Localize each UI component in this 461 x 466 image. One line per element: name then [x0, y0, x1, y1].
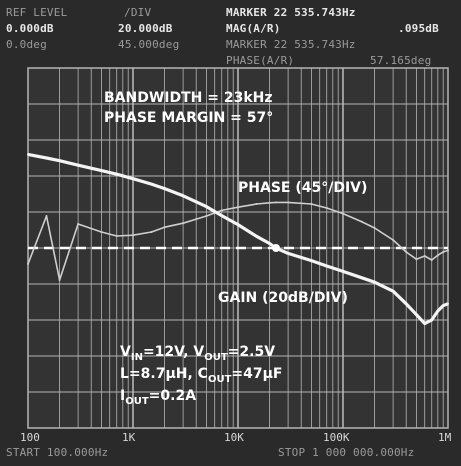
phase-margin-annotation: PHASE MARGIN = 57° — [104, 110, 274, 126]
gain-point — [182, 194, 185, 197]
marker2-label: MARKER 22 535.743Hz — [226, 38, 356, 51]
phase-point — [150, 231, 153, 233]
gain-point — [255, 235, 258, 238]
gain-point — [442, 304, 445, 307]
phase-point — [100, 231, 103, 233]
phase-point — [220, 209, 223, 212]
phase-trace — [27, 201, 449, 281]
gain-point — [58, 159, 61, 162]
gain-point — [220, 214, 223, 217]
gain-point — [436, 310, 439, 312]
phase-label: PHASE(A/R) — [226, 54, 295, 67]
phase-point — [447, 249, 449, 252]
phase-points — [27, 201, 449, 281]
mag-value: .095dB — [398, 22, 439, 35]
gain-trace-label: GAIN (20dB/DIV) — [218, 290, 348, 306]
x-tick-label: 1M — [438, 431, 452, 444]
phase-point — [436, 254, 439, 257]
x-tick-label: 1K — [122, 431, 136, 444]
gain-point — [373, 281, 376, 284]
div-label: /DIV — [124, 6, 152, 19]
phase-point — [430, 259, 433, 261]
gain-point — [310, 259, 313, 262]
phase-point — [392, 239, 395, 241]
gain-point — [150, 183, 153, 186]
phase-point — [342, 212, 344, 215]
mag-label: MAG(A/R) — [226, 22, 281, 35]
phase-point — [310, 203, 313, 205]
gain-point — [430, 319, 433, 321]
phase-value: 57.165deg — [370, 54, 432, 67]
gain-point — [237, 223, 239, 226]
x-tick-label: 10K — [224, 431, 244, 444]
phase-point — [423, 255, 426, 257]
phase-point — [58, 279, 61, 281]
gain-point — [325, 265, 328, 267]
gain-point — [423, 322, 426, 325]
phase-point — [45, 215, 48, 217]
phase-point — [182, 222, 185, 225]
phase-point — [237, 206, 239, 209]
start-frequency-label: START 100.000Hz — [6, 446, 109, 459]
gain-point — [115, 173, 118, 176]
gain-point — [27, 153, 29, 156]
phase-point — [287, 201, 290, 204]
ref-phase-value: 0.0deg — [6, 38, 47, 51]
phase-point — [442, 251, 445, 253]
div-gain-value: 20.000dB — [118, 22, 173, 35]
phase-point — [360, 220, 363, 223]
stop-frequency-label: STOP 1 000 000.000Hz — [278, 446, 415, 459]
gain-point — [342, 270, 344, 273]
gain-point — [132, 177, 134, 180]
x-tick-label: 100K — [323, 431, 350, 444]
phase-point — [325, 207, 328, 209]
conditions-line-1: VIN=12V, VOUT=2.5V — [120, 344, 276, 363]
phase-point — [132, 234, 134, 237]
gain-point — [45, 157, 48, 159]
phase-point — [77, 223, 80, 225]
marker-label: MARKER 22 535.743Hz — [226, 6, 356, 19]
crossover-marker — [271, 244, 280, 252]
phase-point — [115, 235, 118, 237]
phase-point — [274, 201, 277, 204]
ref-level-label: REF LEVEL — [6, 6, 68, 19]
phase-point — [405, 251, 408, 253]
bandwidth-annotation: BANDWIDTH = 23kHz — [104, 90, 273, 106]
conditions-line-3: IOUT=0.2A — [120, 388, 197, 407]
phase-point — [255, 203, 258, 205]
gain-point — [392, 290, 395, 293]
gain-point — [205, 205, 208, 208]
div-phase-value: 45.000deg — [118, 38, 180, 51]
phase-point — [268, 201, 271, 204]
gain-point — [77, 164, 80, 167]
phase-point — [27, 263, 29, 265]
phase-point — [163, 226, 166, 229]
ref-level-value: 0.000dB — [6, 22, 54, 35]
phase-point — [205, 215, 208, 217]
gain-point — [268, 242, 271, 245]
gain-point — [287, 252, 290, 255]
gain-point — [100, 169, 103, 172]
gain-point — [447, 302, 449, 305]
gain-point — [163, 187, 166, 190]
phase-point — [415, 258, 418, 261]
x-tick-label: 100 — [20, 431, 40, 444]
conditions-line-2: L=8.7μH, COUT=47μF — [120, 366, 283, 385]
phase-point — [373, 227, 376, 229]
gain-point — [360, 276, 363, 279]
phase-trace-label: PHASE (45°/DIV) — [238, 180, 368, 196]
gain-point — [415, 313, 418, 316]
gain-point — [405, 302, 408, 305]
gain-points — [27, 153, 449, 325]
